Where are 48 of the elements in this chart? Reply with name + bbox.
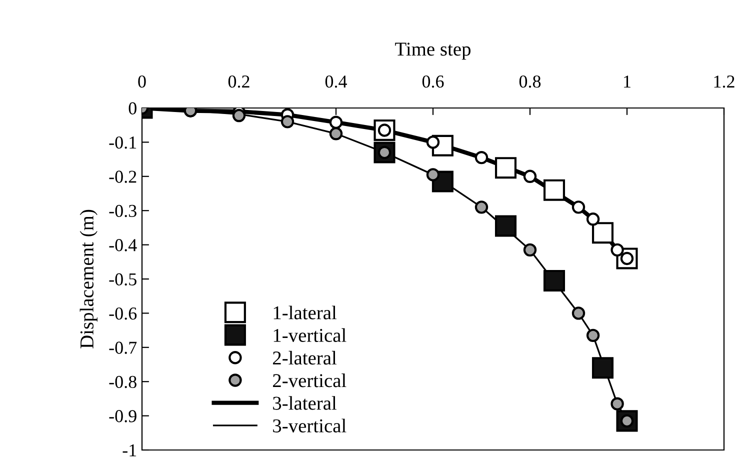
legend-label: 1-lateral — [274, 306, 337, 320]
legend-label: 1-vertical — [274, 328, 346, 342]
point — [592, 357, 614, 379]
point — [280, 115, 294, 128]
y-tick-label: 0 — [128, 102, 136, 114]
y-tick-label: -0.1 — [109, 136, 136, 149]
legend-label: 2-lateral — [273, 350, 337, 365]
point — [329, 127, 343, 140]
point — [232, 108, 246, 122]
point — [610, 397, 624, 410]
x-tick-label: 1 — [624, 76, 630, 88]
y-tick-label: -0.4 — [109, 239, 137, 252]
y-tick-label: -1 — [122, 444, 136, 456]
y-axis-title: Displacement (m) — [80, 210, 98, 348]
point — [610, 243, 624, 257]
x-tick-label: 0.6 — [422, 75, 444, 88]
x-tick-label: 0 — [138, 75, 146, 88]
legend-label: 3-vertical — [273, 418, 346, 432]
point — [543, 270, 566, 292]
y-tick-label: -0.7 — [109, 342, 137, 354]
x-axis-title: Time step — [395, 42, 471, 60]
point — [474, 200, 488, 214]
point — [474, 150, 488, 164]
point — [426, 168, 440, 182]
x-tick-label: 0.4 — [325, 75, 348, 88]
point — [586, 212, 600, 226]
x-tick-label: 0.8 — [519, 75, 541, 88]
legend-label: 3-lateral — [273, 396, 337, 410]
point — [543, 179, 566, 201]
point — [329, 116, 343, 129]
point — [592, 222, 614, 244]
x-tick-label: 1.2 — [714, 76, 734, 88]
point — [586, 328, 600, 342]
y-tick-label: -0.6 — [109, 307, 137, 320]
y-tick-label: -0.8 — [109, 376, 136, 388]
x-tick-label: 0.2 — [228, 75, 250, 88]
point — [494, 157, 517, 179]
point — [523, 243, 537, 257]
y-tick-label: -0.5 — [109, 273, 136, 286]
point — [426, 136, 440, 149]
point — [572, 200, 586, 214]
point — [572, 306, 586, 320]
point — [494, 215, 517, 237]
y-tick-label: -0.2 — [109, 170, 136, 183]
y-tick-label: -0.9 — [109, 410, 136, 422]
point — [523, 170, 537, 183]
legend-label: 2-vertical — [273, 374, 346, 388]
y-tick-label: -0.3 — [109, 204, 136, 218]
